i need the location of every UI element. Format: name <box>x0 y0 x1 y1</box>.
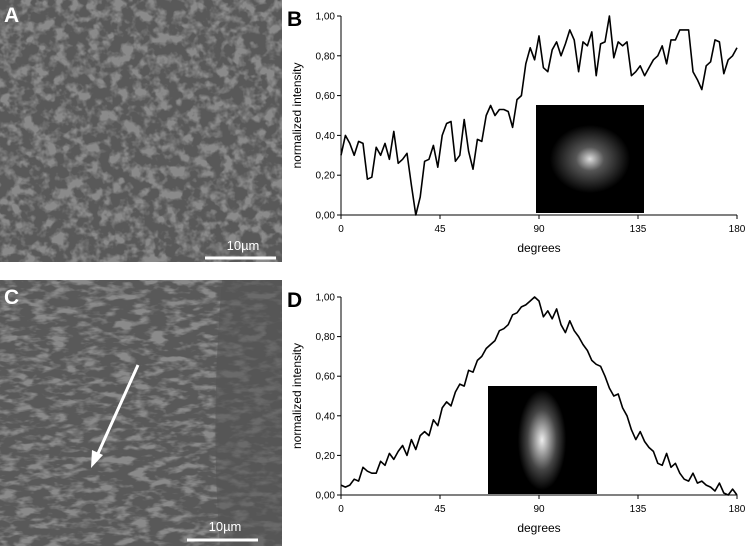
x-tick-label: 180 <box>729 224 746 235</box>
y-tick-label: 0,40 <box>316 411 336 422</box>
y-tick-label: 0,00 <box>316 211 336 222</box>
sem-texture <box>0 0 282 262</box>
panel-label: A <box>4 4 19 27</box>
x-tick-label: 135 <box>630 504 647 515</box>
y-tick-label: 0,60 <box>316 91 336 102</box>
panel-a: A 10µm <box>0 0 282 262</box>
arrow-head <box>91 450 103 468</box>
data-line <box>340 15 738 216</box>
y-tick-label: 0,40 <box>316 131 336 142</box>
y-tick-label: 0,80 <box>316 332 336 343</box>
arrow <box>94 364 140 459</box>
x-tick-label: 45 <box>434 504 446 515</box>
x-tick-label: 135 <box>630 224 647 235</box>
y-tick-label: 0,00 <box>316 491 336 502</box>
x-tick-label: 90 <box>533 504 545 515</box>
y-tick-label: 0,20 <box>316 451 336 462</box>
x-tick-label: 0 <box>338 504 344 515</box>
panel-c: C 10µm <box>0 280 282 546</box>
x-tick-label: 45 <box>434 224 446 235</box>
x-axis-label: degrees <box>517 521 560 535</box>
x-tick-label: 180 <box>729 504 746 515</box>
x-tick-label: 0 <box>338 224 344 235</box>
y-axis-label: normalized intensity <box>290 62 304 168</box>
y-axis-label: normalized intensity <box>290 343 304 449</box>
x-tick-label: 90 <box>533 224 545 235</box>
x-axis-label: degrees <box>517 241 560 255</box>
fft-spot <box>498 390 586 490</box>
y-tick-label: 0,20 <box>316 171 336 182</box>
panel-label: D <box>287 289 302 312</box>
sem-region <box>215 280 282 546</box>
panel-label: C <box>4 286 19 309</box>
panel-label: B <box>287 8 302 31</box>
y-tick-label: 0,60 <box>316 372 336 383</box>
fft-spot <box>550 125 630 193</box>
data-line <box>340 296 738 496</box>
y-tick-label: 1,00 <box>316 12 336 23</box>
y-tick-label: 0,80 <box>316 51 336 62</box>
y-tick-label: 1,00 <box>316 293 336 304</box>
scale-bar-label: 10µm <box>227 238 260 253</box>
scale-bar-label: 10µm <box>209 519 242 534</box>
